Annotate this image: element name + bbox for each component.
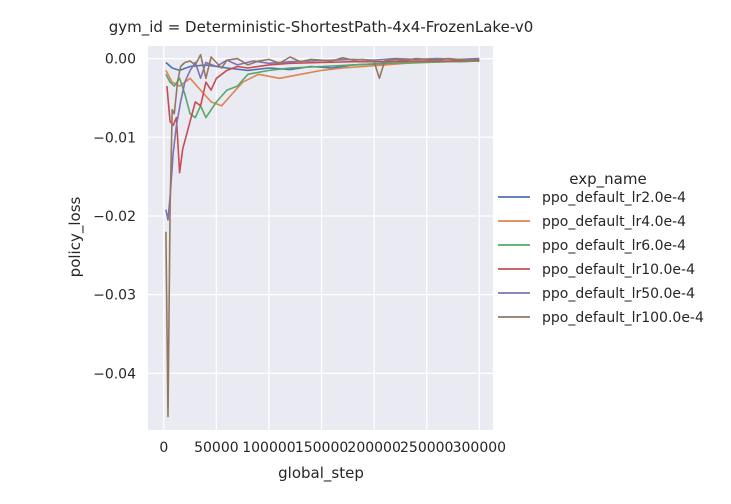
y-tick-label: −0.01 [93,130,136,146]
chart-title: gym_id = Deterministic-ShortestPath-4x4-… [109,18,534,37]
legend-items: ppo_default_lr2.0e-4 ppo_default_lr4.0e-4… [498,190,704,326]
legend: exp_name ppo_default_lr2.0e-4ppo_default… [498,170,704,326]
x-axis-label: global_step [278,464,364,483]
legend-entry-label: ppo_default_lr6.0e-4 [542,238,686,254]
y-tick-label: 0.00 [105,52,136,68]
x-tick-label: 0 [159,440,168,456]
y-tick-labels: 0.00 −0.01 −0.02 −0.03 −0.04 [93,52,136,383]
series-lines [165,53,480,418]
x-tick-labels: 0 50000 100000 150000 200000 250000 300000 [159,440,506,456]
legend-entry-label: ppo_default_lr10.0e-4 [542,262,695,278]
x-tick-label: 300000 [453,440,506,456]
grid-lines [148,46,493,430]
series-line [165,57,480,221]
y-tick-label: −0.02 [93,209,136,225]
x-tick-label: 250000 [400,440,453,456]
x-tick-label: 100000 [242,440,295,456]
series-line [165,53,480,418]
legend-entry-label: ppo_default_lr4.0e-4 [542,214,686,230]
legend-entry-label: ppo_default_lr100.0e-4 [542,310,704,326]
x-tick-label: 150000 [295,440,348,456]
legend-title: exp_name [569,170,646,189]
legend-entry-label: ppo_default_lr2.0e-4 [542,190,686,206]
y-tick-label: −0.04 [93,366,136,382]
legend-entry-label: ppo_default_lr50.0e-4 [542,286,695,302]
plot-area [148,46,493,430]
y-tick-label: −0.03 [93,288,136,304]
x-tick-label: 50000 [194,440,239,456]
series-line [166,59,480,174]
x-tick-label: 200000 [347,440,400,456]
y-axis-label: policy_loss [66,197,85,278]
